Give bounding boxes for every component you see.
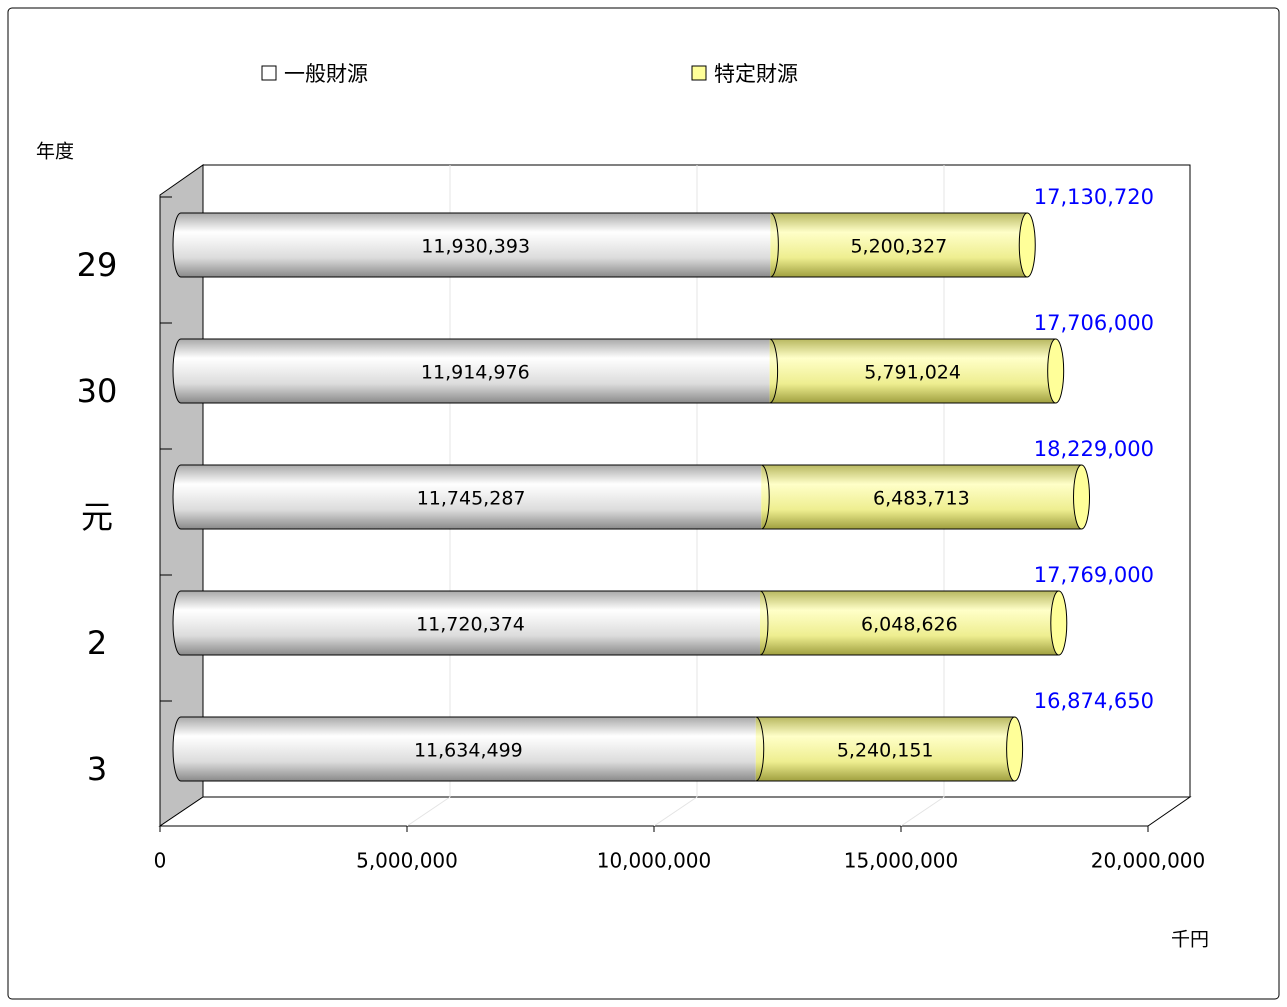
bar-part [1018, 212, 1036, 278]
legend-swatch [691, 65, 707, 81]
x-axis-label: 千円 [1171, 929, 1209, 951]
bar-segment [761, 464, 1091, 530]
y-tick-label: 29 [77, 246, 118, 284]
bar-part [770, 212, 1028, 278]
y-tick-label: 30 [77, 372, 118, 410]
bar-part [181, 339, 770, 403]
bar-part [761, 465, 1082, 529]
bar-part [755, 717, 1015, 781]
bar-part [181, 212, 771, 278]
value-label: 6,048,626 [861, 614, 958, 636]
legend-label: 特定財源 [714, 62, 798, 86]
bar-part [769, 338, 779, 404]
total-label: 17,130,720 [1034, 185, 1154, 209]
bar-segment [172, 338, 770, 404]
value-label: 11,914,976 [421, 362, 530, 384]
bar-part [769, 339, 1056, 403]
y-axis-label: 年度 [36, 141, 74, 163]
legend-label: 一般財源 [284, 62, 368, 86]
bar-part [755, 716, 765, 782]
x-tick-label: 10,000,000 [597, 849, 712, 873]
bar-part [755, 716, 1015, 782]
bar-part [1050, 590, 1068, 656]
total-label: 17,769,000 [1034, 563, 1154, 587]
bar-part [1006, 716, 1024, 782]
floor-grid-line [406, 796, 451, 827]
value-label: 5,200,327 [850, 236, 947, 258]
bar-segment [769, 338, 1065, 404]
bar-part [759, 590, 769, 656]
bar-segment [172, 716, 756, 782]
value-label: 11,720,374 [416, 614, 525, 636]
bar-part [759, 591, 1059, 655]
bar-segment [172, 212, 771, 278]
bar-part [181, 213, 771, 277]
bar-part [181, 717, 756, 781]
bar-part [181, 716, 756, 782]
x-tick-label: 5,000,000 [356, 849, 458, 873]
bar-part [181, 464, 762, 530]
bar-part [770, 213, 1028, 277]
bar-part [759, 590, 1059, 656]
bar-part [761, 464, 770, 530]
bar-part [181, 465, 762, 529]
value-label: 11,634,499 [414, 740, 523, 762]
y-tick-label: 元 [81, 498, 113, 536]
bar-part [181, 338, 770, 404]
x-tick-label: 0 [154, 849, 167, 873]
y-tick-label: 2 [87, 624, 107, 662]
total-label: 17,706,000 [1034, 311, 1154, 335]
floor-grid-line [900, 796, 945, 827]
bar-part [181, 590, 760, 656]
bar-segment [172, 464, 762, 530]
bar-part [1073, 464, 1091, 530]
bar-part [761, 464, 1082, 530]
bar-segment [172, 590, 760, 656]
bar-segment [759, 590, 1068, 656]
bar-segment [755, 716, 1024, 782]
y-tick-label: 3 [87, 750, 107, 788]
value-label: 5,791,024 [864, 362, 961, 384]
value-label: 11,930,393 [421, 236, 530, 258]
bar-part [769, 338, 1056, 404]
bar-segment [770, 212, 1036, 278]
x-tick-label: 20,000,000 [1091, 849, 1206, 873]
value-label: 5,240,151 [837, 740, 934, 762]
value-label: 11,745,287 [417, 488, 526, 510]
x-tick-label: 15,000,000 [844, 849, 959, 873]
value-label: 6,483,713 [873, 488, 970, 510]
total-label: 16,874,650 [1034, 689, 1154, 713]
floor-grid-line [653, 796, 698, 827]
legend-swatch [261, 65, 277, 81]
bar-part [181, 591, 760, 655]
bar-part [1047, 338, 1065, 404]
bar-part [770, 212, 779, 278]
total-label: 18,229,000 [1034, 437, 1154, 461]
